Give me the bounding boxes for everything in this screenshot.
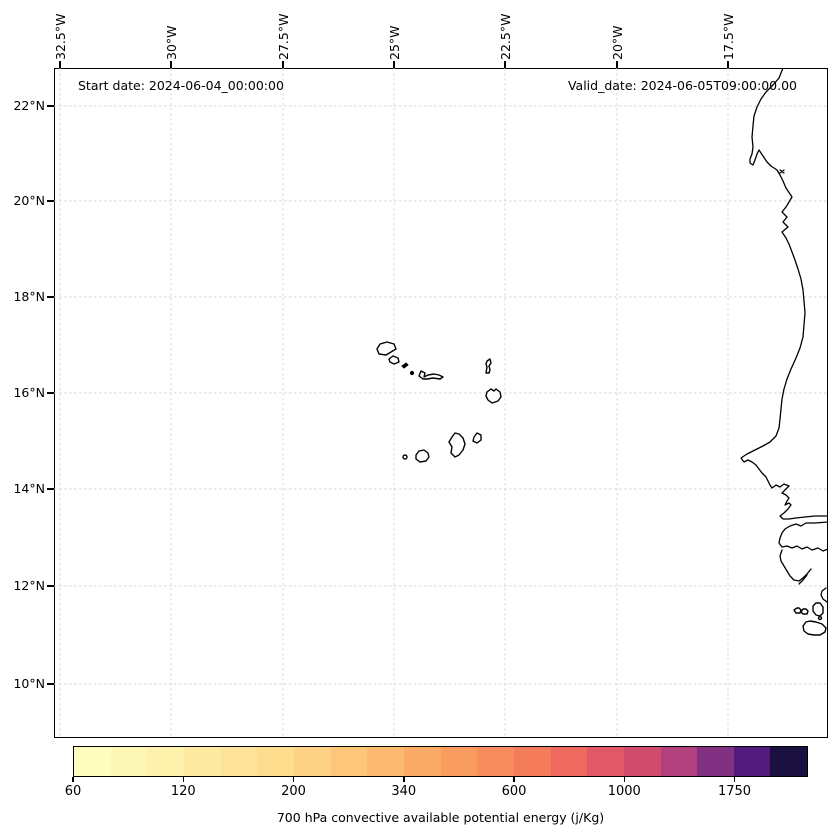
lat-tick-label: 10°N — [13, 676, 45, 691]
colorbar-segment — [477, 747, 514, 776]
coastline — [778, 521, 828, 552]
colorbar-segment — [110, 747, 148, 776]
lat-tick-mark — [47, 105, 54, 107]
colorbar-tick-label: 200 — [281, 784, 306, 799]
lon-tick-label: 25°W — [386, 25, 402, 60]
lon-tick-label: 32.5°W — [52, 13, 68, 60]
colorbar-segment — [403, 747, 441, 776]
map-svg — [54, 68, 828, 738]
lat-tick-label: 20°N — [13, 193, 45, 208]
colorbar-tick-mark — [513, 777, 515, 782]
colorbar-tick-mark — [182, 777, 184, 782]
lat-tick-label: 16°N — [13, 385, 45, 400]
colorbar-axis-label: 700 hPa convective available potential e… — [276, 810, 605, 825]
colorbar-segment — [733, 747, 771, 776]
colorbar-segment — [513, 747, 551, 776]
colorbar-tick-label: 120 — [170, 784, 196, 799]
colorbar-tick-mark — [403, 777, 405, 782]
lat-tick-label: 22°N — [13, 98, 45, 113]
colorbar-tick-label: 600 — [501, 784, 527, 799]
lat-tick-mark — [47, 296, 54, 298]
colorbar-segment — [550, 747, 588, 776]
colorbar-segment — [587, 747, 624, 776]
lon-tick-label: 17.5°W — [720, 13, 736, 60]
valid-date-annotation: Valid_date: 2024-06-05T09:00:00.00 — [567, 78, 797, 93]
lon-tick-label: 30°W — [163, 25, 179, 60]
island-outline — [800, 608, 809, 615]
colorbar-tick-mark — [292, 777, 295, 782]
colorbar-segment — [257, 747, 294, 776]
colorbar-segment — [74, 747, 111, 776]
start-date-annotation: Start date: 2024-06-04_00:00:00 — [78, 78, 284, 93]
island-outline — [418, 370, 444, 380]
lat-tick-mark — [47, 585, 54, 587]
islet-dot — [402, 454, 408, 460]
islet-filled — [401, 362, 409, 369]
island-outline — [472, 432, 482, 444]
coastline — [740, 68, 828, 520]
colorbar-segment — [623, 747, 661, 776]
lon-tick-mark — [393, 61, 395, 68]
lat-tick-mark — [47, 488, 54, 490]
colorbar-tick-mark — [623, 777, 625, 782]
islet-dot — [409, 370, 415, 376]
lat-tick-label: 12°N — [13, 578, 45, 593]
colorbar-segment — [440, 747, 478, 776]
colorbar-tick-label: 340 — [391, 784, 417, 799]
colorbar-segment — [660, 747, 698, 776]
lon-tick-mark — [616, 61, 618, 68]
island-outline — [802, 620, 827, 636]
lat-tick-label: 18°N — [13, 289, 45, 304]
colorbar-segment — [770, 747, 808, 776]
lon-tick-mark — [282, 61, 284, 68]
colorbar-segment — [293, 747, 331, 776]
colorbar-tick-mark — [733, 777, 736, 782]
colorbar-segment — [220, 747, 258, 776]
colorbar-segment — [367, 747, 404, 776]
lon-tick-mark — [59, 61, 61, 68]
colorbar-tick-label: 1750 — [717, 784, 752, 799]
coastline — [779, 549, 812, 582]
island-outline — [388, 355, 400, 365]
islet-dot — [817, 615, 823, 621]
plot-area — [54, 68, 828, 738]
island-outline — [485, 358, 492, 374]
lon-tick-label: 27.5°W — [275, 13, 291, 60]
lon-tick-label: 20°W — [609, 25, 625, 60]
coastline — [779, 169, 785, 174]
colorbar-segment — [330, 747, 368, 776]
lat-tick-mark — [47, 392, 54, 394]
colorbar-segment — [697, 747, 734, 776]
colorbar-tick-label: 1000 — [607, 784, 641, 799]
island-outline — [415, 449, 430, 463]
lon-tick-mark — [504, 61, 506, 68]
island-outline — [793, 607, 802, 614]
colorbar-tick-mark — [72, 777, 74, 782]
lon-tick-mark — [170, 61, 172, 68]
island-outline — [376, 341, 397, 356]
coastline — [798, 574, 808, 585]
lat-tick-mark — [47, 683, 54, 685]
colorbar — [73, 746, 808, 777]
lon-tick-label: 22.5°W — [497, 13, 513, 60]
colorbar-segment — [147, 747, 184, 776]
lat-tick-mark — [47, 200, 54, 202]
island-outline — [448, 432, 466, 458]
colorbar-segment — [183, 747, 221, 776]
colorbar-tick-label: 60 — [64, 784, 82, 799]
lat-tick-label: 14°N — [13, 481, 45, 496]
lon-tick-mark — [727, 61, 729, 68]
island-outline — [812, 602, 824, 617]
coastline — [820, 587, 828, 603]
island-outline — [485, 388, 502, 404]
